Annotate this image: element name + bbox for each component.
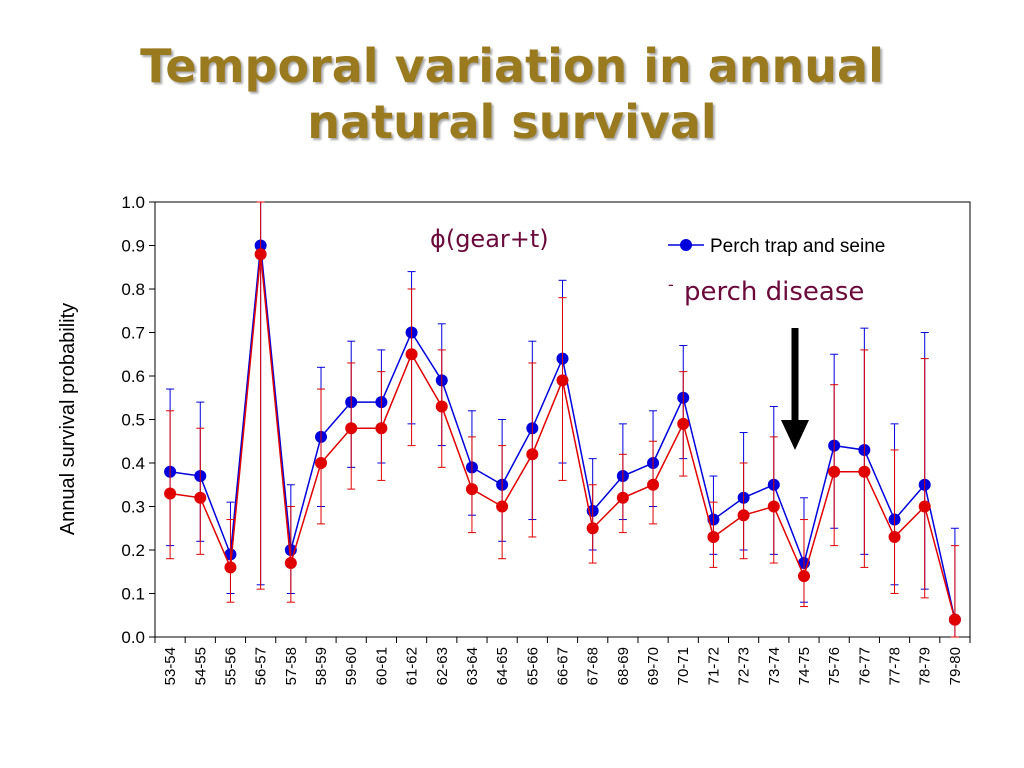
x-tick-label: 77-78 — [887, 647, 904, 685]
x-tick-label: 58-59 — [313, 647, 330, 685]
x-tick-label: 62-63 — [434, 647, 451, 685]
y-tick-label: 0.0 — [121, 628, 145, 647]
x-tick-label: 70-71 — [675, 647, 692, 685]
data-point — [435, 400, 448, 413]
x-axis: 53-54 54-55 55-56 56-57 57-58 58-59 59-60 60-61… — [154, 637, 971, 685]
data-point — [556, 374, 569, 387]
data-point — [526, 448, 539, 461]
y-tick-label: 0.5 — [121, 411, 145, 430]
x-tick-label: 75-76 — [826, 647, 843, 685]
x-tick-label: 73-74 — [766, 647, 783, 685]
x-tick-label: 64-65 — [494, 647, 511, 685]
x-tick-label: 53-54 — [162, 647, 179, 685]
x-tick-label: 59-60 — [343, 647, 360, 685]
slide-title-line-1: Temporal variation in annual — [140, 39, 884, 93]
y-tick-label: 0.8 — [121, 280, 145, 299]
data-point — [315, 457, 328, 469]
disease-annotation: perch disease — [684, 277, 864, 307]
y-tick-label: 1.0 — [121, 193, 145, 212]
y-tick-label: 0.7 — [121, 324, 145, 343]
x-tick-label: 61-62 — [404, 647, 421, 685]
y-tick-label: 0.6 — [121, 367, 145, 386]
data-point — [496, 500, 509, 513]
x-tick-label: 63-64 — [464, 647, 481, 685]
x-tick-label: 66-67 — [555, 647, 572, 685]
y-tick-label: 0.9 — [121, 237, 145, 256]
x-tick-label: 65-66 — [524, 647, 541, 685]
legend-marker — [680, 239, 692, 251]
data-point — [375, 422, 388, 435]
data-point — [707, 530, 720, 543]
x-tick-label: 54-55 — [192, 647, 209, 685]
x-tick-label: 71-72 — [705, 647, 722, 685]
model-annotation: ϕ(gear+t) — [430, 225, 549, 253]
legend: Perch trap and seine — [668, 236, 885, 257]
x-tick-label: 56-57 — [253, 647, 270, 685]
x-tick-label: 55-56 — [222, 647, 239, 685]
x-tick-label: 69-70 — [645, 647, 662, 685]
data-point — [465, 483, 478, 496]
data-point — [586, 522, 599, 535]
legend-label-perch-trap-and-seine: Perch trap and seine — [710, 236, 885, 257]
data-point — [858, 465, 871, 478]
data-point — [918, 500, 931, 513]
data-point — [254, 248, 267, 261]
data-point — [797, 570, 810, 583]
y-axis-title: Annual survival probability — [57, 303, 79, 535]
x-tick-label: 79-80 — [947, 647, 964, 685]
data-point — [677, 417, 690, 430]
slide-title: Temporal variation in annual natural sur… — [0, 38, 1024, 150]
data-point — [888, 530, 901, 543]
y-tick-label: 0.3 — [121, 498, 145, 517]
data-point — [948, 613, 961, 626]
disease-arrow — [781, 328, 809, 450]
x-tick-label: 57-58 — [283, 647, 300, 685]
slide-title-line-2: natural survival — [307, 95, 717, 149]
data-point — [647, 478, 660, 491]
y-tick-label: 0.2 — [121, 541, 145, 560]
data-point — [224, 561, 237, 574]
x-tick-label: 72-73 — [736, 647, 753, 685]
annotation-dash: - — [668, 275, 674, 294]
y-tick-label: 0.4 — [121, 454, 145, 473]
y-tick-label: 0.1 — [121, 585, 145, 604]
data-point — [616, 491, 629, 504]
x-tick-label: 78-79 — [917, 647, 934, 685]
data-point — [164, 487, 177, 500]
y-axis: 0.0 0.1 0.2 0.3 0.4 0.5 0.6 0.7 0.8 0.9 1.0 — [121, 193, 155, 647]
data-point — [767, 500, 780, 513]
series-layer — [164, 201, 961, 638]
data-point — [828, 465, 841, 478]
data-point — [737, 509, 750, 522]
data-point — [345, 422, 358, 435]
x-tick-label: 60-61 — [373, 647, 390, 685]
x-tick-label: 76-77 — [856, 647, 873, 685]
x-tick-label: 74-75 — [796, 647, 813, 685]
series-2 — [164, 201, 961, 638]
x-tick-label: 67-68 — [585, 647, 602, 685]
data-point — [405, 348, 418, 361]
data-point — [284, 557, 297, 570]
x-tick-label: 68-69 — [615, 647, 632, 685]
data-point — [194, 491, 207, 504]
